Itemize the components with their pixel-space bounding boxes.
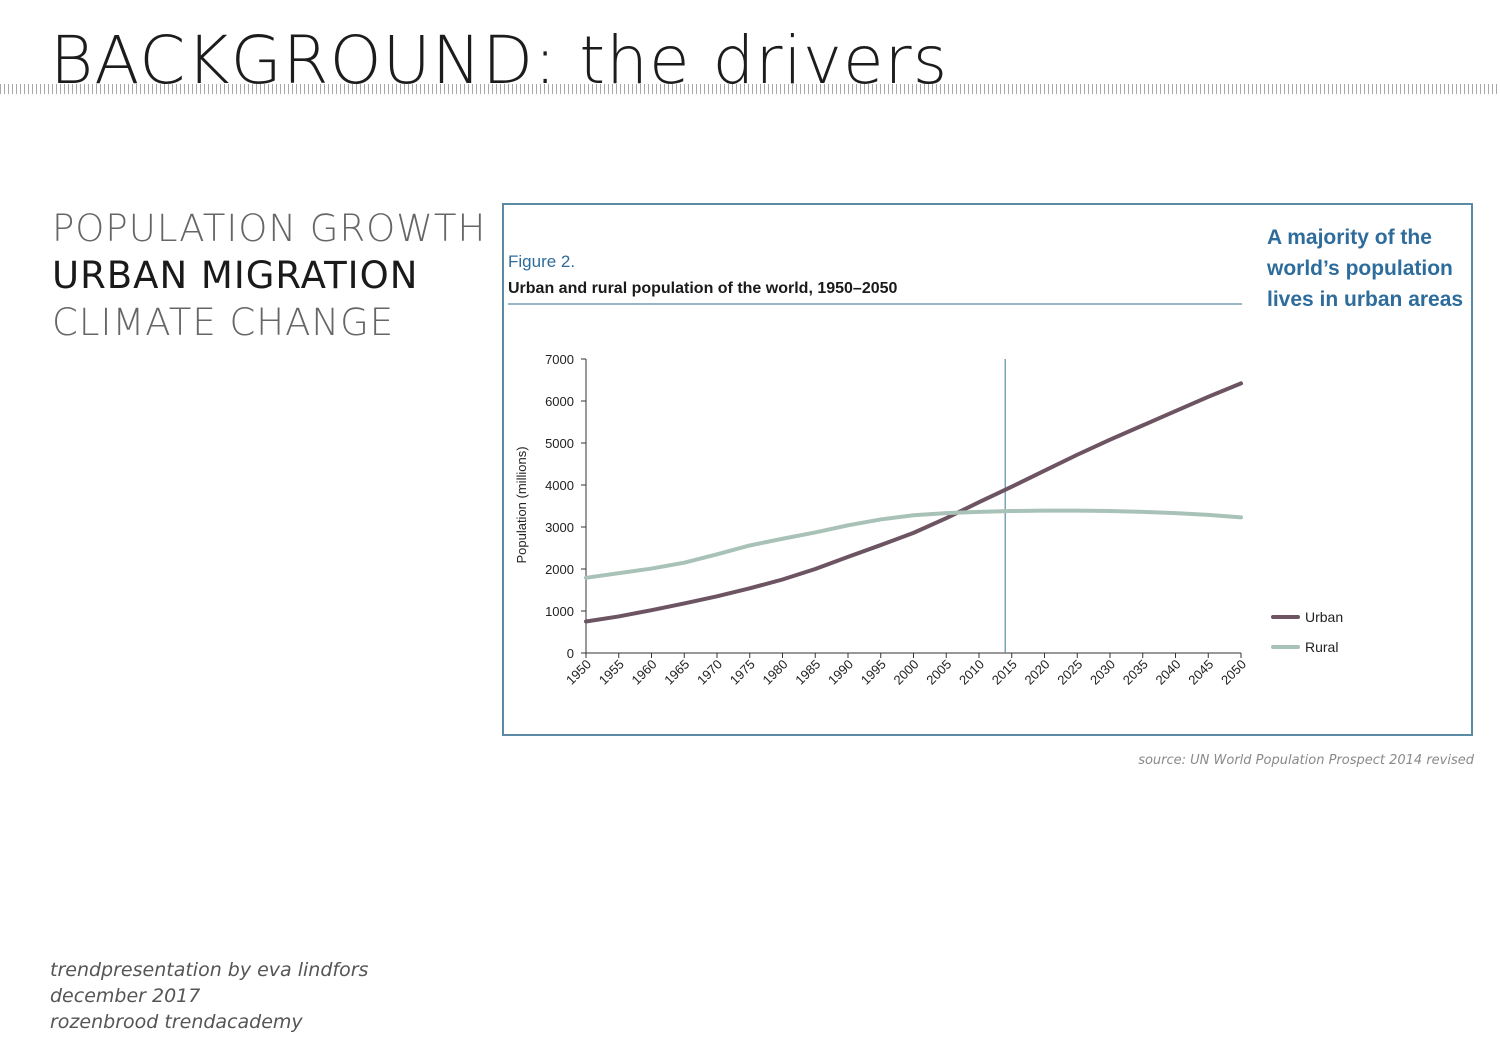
chart-title: Urban and rural population of the world,… (508, 280, 898, 297)
x-tick-label: 1990 (825, 657, 856, 688)
legend: Urban Rural (1271, 609, 1343, 655)
x-tick-label: 2015 (989, 657, 1020, 688)
x-tick-label: 2040 (1153, 657, 1184, 688)
y-axis-label: Population (millions) (514, 446, 529, 563)
figure-label: Figure 2. (508, 252, 575, 271)
x-tick-label: 2020 (1022, 657, 1053, 688)
footer-line-3: rozenbrood trendacademy (50, 1011, 303, 1033)
y-tick-label: 1000 (545, 604, 574, 619)
callout-line-2: world’s population (1266, 257, 1453, 280)
driver-urban-migration: URBAN MIGRATION (52, 254, 419, 297)
drivers-list: POPULATION GROWTH URBAN MIGRATION CLIMAT… (52, 205, 486, 346)
population-chart: Figure 2. Urban and rural population of … (508, 226, 1463, 688)
x-tick-label: 1970 (694, 657, 725, 688)
driver-population-growth: POPULATION GROWTH (52, 207, 487, 250)
source-note: source: UN World Population Prospect 201… (1138, 753, 1474, 768)
x-tick-label: 2005 (923, 657, 954, 688)
x-tick-label: 2045 (1185, 657, 1216, 688)
series-line-urban (584, 381, 1243, 624)
footer-line-1: trendpresentation by eva lindfors (50, 959, 369, 981)
x-tick-label: 2010 (956, 657, 987, 688)
x-tick-label: 1980 (760, 657, 791, 688)
footer-line-2: december 2017 (50, 985, 201, 1007)
x-tick-label: 1995 (858, 657, 889, 688)
callout: A majority of the world’s population liv… (1266, 226, 1463, 311)
legend-label-urban: Urban (1305, 609, 1343, 625)
title-tick-band (0, 84, 1500, 94)
y-tick-label: 6000 (545, 394, 574, 409)
chart-frame: Figure 2. Urban and rural population of … (502, 203, 1473, 736)
series-lines (584, 381, 1243, 624)
x-tick-label: 1955 (596, 657, 627, 688)
x-tick-label: 1985 (792, 657, 823, 688)
x-tick-label: 1960 (629, 657, 660, 688)
x-tick-label: 2050 (1218, 657, 1249, 688)
y-tick-label: 4000 (545, 478, 574, 493)
callout-line-3: lives in urban areas (1267, 288, 1463, 311)
x-tick-label: 1950 (563, 657, 594, 688)
y-tick-label: 0 (567, 646, 574, 661)
y-tick-label: 7000 (545, 352, 574, 367)
footer: trendpresentation by eva lindfors decemb… (50, 957, 368, 1035)
x-tick-label: 1965 (661, 657, 692, 688)
x-tick-label: 2000 (891, 657, 922, 688)
x-tick-label: 2030 (1087, 657, 1118, 688)
x-tick-label: 2035 (1120, 657, 1151, 688)
page-title: BACKGROUND: the drivers (50, 22, 949, 99)
callout-line-1: A majority of the (1267, 226, 1432, 249)
y-tick-label: 3000 (545, 520, 574, 535)
y-tick-label: 5000 (545, 436, 574, 451)
series-line-rural (584, 508, 1243, 580)
x-tick-label: 1975 (727, 657, 758, 688)
y-tick-label: 2000 (545, 562, 574, 577)
driver-climate-change: CLIMATE CHANGE (52, 301, 395, 344)
legend-label-rural: Rural (1305, 639, 1338, 655)
x-tick-label: 2025 (1054, 657, 1085, 688)
